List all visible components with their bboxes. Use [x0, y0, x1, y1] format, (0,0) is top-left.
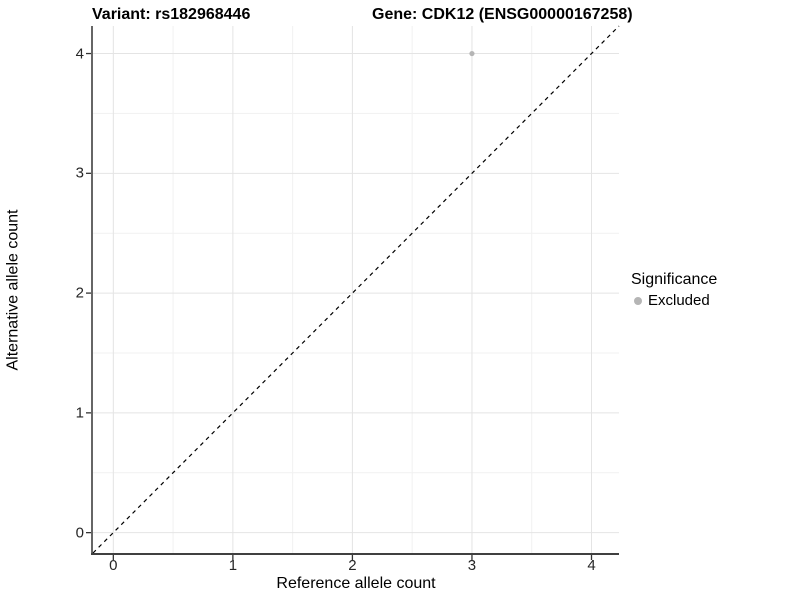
- legend-point-icon: [634, 296, 642, 305]
- y-tick-label: 0: [75, 524, 84, 542]
- data-point: [469, 50, 475, 57]
- legend-item-excluded: Excluded: [631, 292, 717, 309]
- y-tick-label: 2: [75, 284, 84, 302]
- legend-item-label: Excluded: [648, 292, 710, 309]
- plot-title-gene: Gene: CDK12 (ENSG00000167258): [372, 6, 633, 23]
- y-tick-label: 1: [75, 404, 84, 422]
- x-tick-label: 4: [587, 557, 596, 574]
- legend-title: Significance: [631, 271, 718, 288]
- x-tick-label: 1: [228, 557, 238, 574]
- x-tick-label: 2: [348, 557, 357, 574]
- y-tick-label: 3: [75, 164, 84, 182]
- plot-title-variant: Variant: rs182968446: [92, 6, 251, 23]
- legend: Significance Excluded: [631, 271, 717, 309]
- x-axis-title: Reference allele count: [276, 575, 436, 592]
- x-tick-label: 3: [467, 557, 477, 574]
- identity-line: [92, 25, 620, 554]
- y-tick-label: 4: [75, 45, 84, 63]
- y-axis-title: Alternative allele count: [4, 209, 22, 371]
- x-tick-label: 0: [109, 557, 118, 574]
